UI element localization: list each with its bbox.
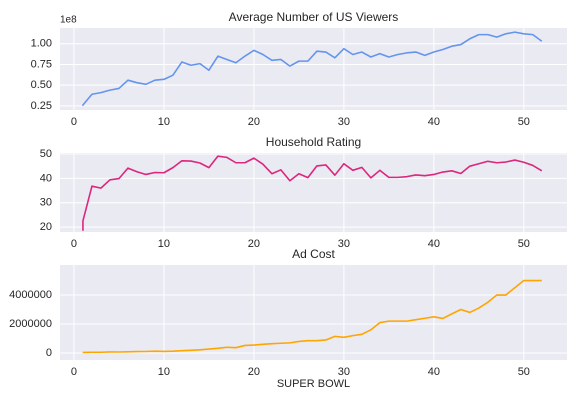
- x-tick-label: 20: [248, 238, 260, 250]
- x-tick-label: 40: [428, 238, 440, 250]
- y-tick-label: 0: [46, 347, 52, 359]
- y-tick-label: 40: [40, 172, 52, 184]
- chart-title: Average Number of US Viewers: [229, 10, 399, 24]
- y-tick-label: 4000000: [9, 289, 52, 301]
- series-line: [82, 155, 543, 231]
- y-tick-label: 2000000: [9, 318, 52, 330]
- x-tick-label: 10: [158, 238, 170, 250]
- chart-title: Household Rating: [266, 135, 361, 149]
- y-tick-label: 30: [40, 197, 52, 209]
- x-tick-label: 40: [428, 366, 440, 378]
- x-tick-label: 50: [518, 366, 530, 378]
- x-tick-label: 0: [71, 238, 77, 250]
- x-tick-label: 0: [71, 366, 77, 378]
- x-tick-label: 50: [518, 116, 530, 128]
- y-tick-label: 1.00: [31, 38, 52, 50]
- series-line: [82, 279, 542, 354]
- y-tick-label: 20: [40, 221, 52, 233]
- y-tick-label: 0.50: [31, 79, 52, 91]
- chart-title: Ad Cost: [292, 247, 335, 261]
- x-tick-label: 30: [338, 366, 350, 378]
- y-tick-label: 0.25: [31, 100, 52, 112]
- y-offset-label: 1e8: [60, 15, 77, 26]
- x-tick-label: 10: [158, 366, 170, 378]
- x-tick-label: 0: [71, 116, 77, 128]
- plot-background: [60, 265, 567, 360]
- x-tick-label: 30: [338, 238, 350, 250]
- x-axis-label: SUPER BOWL: [277, 378, 350, 390]
- y-tick-label: 0.75: [31, 58, 52, 70]
- plot-background: [60, 153, 567, 232]
- plot-background: [60, 28, 567, 110]
- x-tick-label: 10: [158, 116, 170, 128]
- series-line: [82, 31, 543, 106]
- x-tick-label: 50: [518, 238, 530, 250]
- x-tick-label: 30: [338, 116, 350, 128]
- x-tick-label: 20: [248, 116, 260, 128]
- x-tick-label: 40: [428, 116, 440, 128]
- x-tick-label: 20: [248, 366, 260, 378]
- y-tick-label: 50: [40, 148, 52, 160]
